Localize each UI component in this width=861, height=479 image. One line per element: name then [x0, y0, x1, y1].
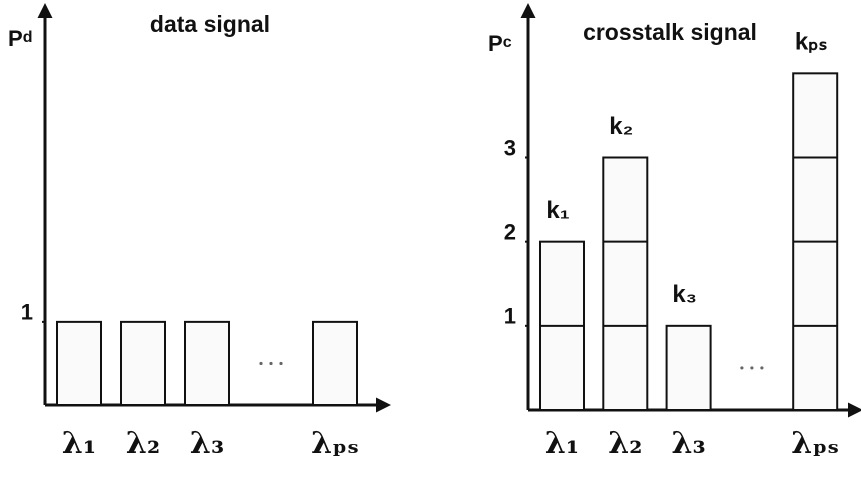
ellipsis-dot [259, 361, 263, 366]
bar-annotation: kₚₛ [795, 29, 828, 56]
y-axis-label-main: P [8, 26, 23, 51]
y-axis-label-sub: c [503, 34, 512, 51]
x-tick-label: λ₃ [672, 426, 706, 461]
ellipsis-dot [750, 366, 754, 370]
y-axis-label: Pd [8, 26, 32, 51]
bar [184, 320, 230, 406]
bar [56, 320, 102, 406]
x-tick-label: λₚₛ [311, 426, 359, 461]
ellipsis-dot [760, 366, 764, 370]
ellipsis-dot [740, 366, 744, 370]
chart-title: crosstalk signal [583, 19, 757, 45]
chart-title: data signal [150, 11, 270, 37]
ellipsis-dot [269, 361, 273, 366]
x-tick-label: λ₂ [608, 426, 642, 461]
y-axis-label-sub: d [23, 29, 33, 46]
bar-annotation: k₂ [609, 113, 633, 140]
x-tick-label: λ₁ [62, 426, 96, 461]
x-tick-label: λₚₛ [791, 426, 839, 461]
bar [665, 324, 712, 412]
y-tick-label: 2 [504, 219, 516, 244]
x-tick-label: λ₁ [545, 426, 579, 461]
x-tick-label: λ₃ [190, 426, 224, 461]
bar-annotation: k₁ [546, 197, 569, 224]
y-axis-label-main: P [488, 31, 503, 56]
bar [312, 320, 358, 406]
y-tick-label: 3 [504, 135, 516, 160]
bar-annotation: k₃ [672, 281, 696, 308]
x-tick-label: λ₂ [126, 426, 160, 461]
y-tick-label: 1 [504, 304, 516, 329]
bar [120, 320, 166, 406]
bar [602, 156, 649, 411]
ellipsis-dot [279, 361, 283, 366]
y-tick-label: 1 [21, 300, 33, 325]
y-axis-label: Pc [488, 31, 512, 56]
